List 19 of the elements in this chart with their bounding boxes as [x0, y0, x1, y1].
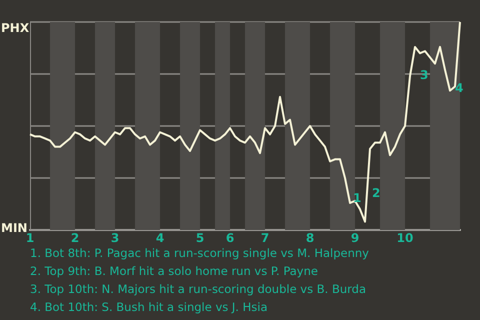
annotation: 2: [372, 186, 380, 200]
x-tick-label: 6: [226, 231, 234, 245]
x-tick-label: 2: [70, 231, 80, 245]
text: MIN: [1, 221, 28, 235]
x-tick-label: 10: [396, 231, 414, 245]
x-tick-label: 4: [156, 231, 164, 245]
text: 2. Top 9th: B. Morf hit a solo home run vs P. Payne: [30, 264, 318, 278]
x-tick-label: 1: [26, 231, 34, 245]
text: 3. Top 10th: N. Majors hit a run-scoring double vs B. Burda: [30, 282, 366, 296]
annotation: 1: [353, 191, 362, 205]
x-tick-label: 7: [260, 231, 270, 245]
x-tick-label: 8: [306, 231, 314, 245]
x-tick-label: 3: [110, 231, 120, 245]
text: PHX: [1, 21, 30, 35]
text: 1. Bot 8th: P. Pagac hit a run-scoring single vs M. Halpenny: [30, 246, 370, 260]
text: 4. Bot 10th: S. Bush hit a single vs J. Hsia: [30, 300, 268, 314]
x-tick-label: 9: [350, 231, 360, 245]
annotation: 4: [455, 81, 464, 95]
x-tick-label: 5: [196, 231, 204, 245]
